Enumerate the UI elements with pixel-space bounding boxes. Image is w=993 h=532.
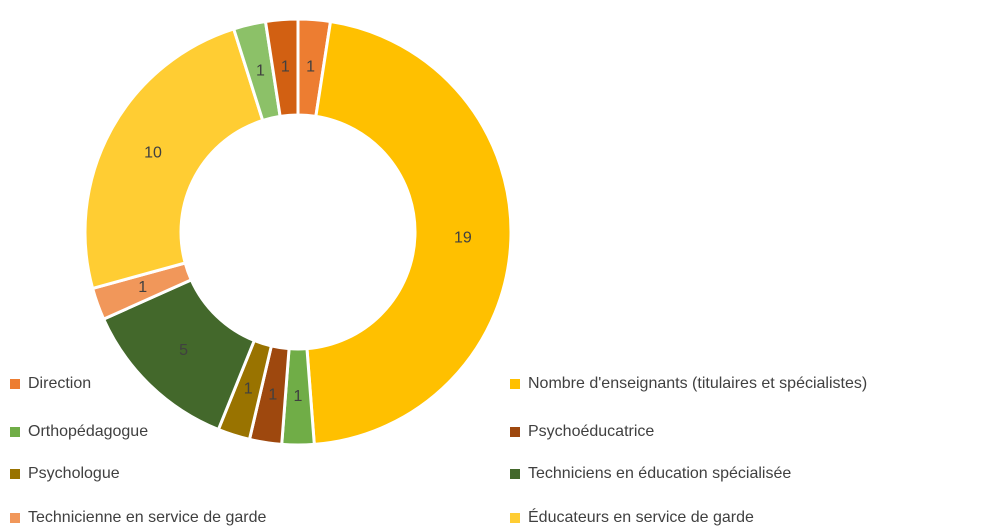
legend-label: Nombre d'enseignants (titulaires et spéc… bbox=[528, 375, 867, 392]
donut-segment bbox=[263, 17, 300, 119]
legend-swatch bbox=[510, 379, 520, 389]
donut-segment bbox=[83, 27, 265, 291]
legend-label: Techniciens en éducation spécialisée bbox=[528, 465, 791, 482]
legend-swatch bbox=[10, 513, 20, 523]
data-label: 10 bbox=[144, 144, 162, 161]
legend-swatch bbox=[510, 513, 520, 523]
donut-segment bbox=[305, 19, 513, 446]
data-label: 19 bbox=[454, 230, 472, 247]
data-label: 1 bbox=[268, 386, 277, 403]
legend-swatch bbox=[10, 427, 20, 437]
data-label: 1 bbox=[281, 59, 290, 76]
data-label: 5 bbox=[179, 342, 188, 359]
data-label: 1 bbox=[294, 388, 303, 405]
legend-label: Psychoéducatrice bbox=[528, 423, 654, 440]
data-label: 1 bbox=[306, 59, 315, 76]
data-label: 1 bbox=[244, 381, 253, 398]
legend-swatch bbox=[10, 379, 20, 389]
legend-swatch bbox=[10, 469, 20, 479]
legend-label: Direction bbox=[28, 375, 91, 392]
legend-swatch bbox=[510, 469, 520, 479]
legend-label: Éducateurs en service de garde bbox=[528, 507, 754, 526]
data-label: 1 bbox=[138, 279, 147, 296]
legend-label: Orthopédagogue bbox=[28, 423, 148, 440]
data-label: 1 bbox=[256, 63, 265, 80]
legend-label: Technicienne en service de garde bbox=[28, 509, 266, 526]
legend-label: Psychologue bbox=[28, 465, 120, 482]
legend-swatch bbox=[510, 427, 520, 437]
